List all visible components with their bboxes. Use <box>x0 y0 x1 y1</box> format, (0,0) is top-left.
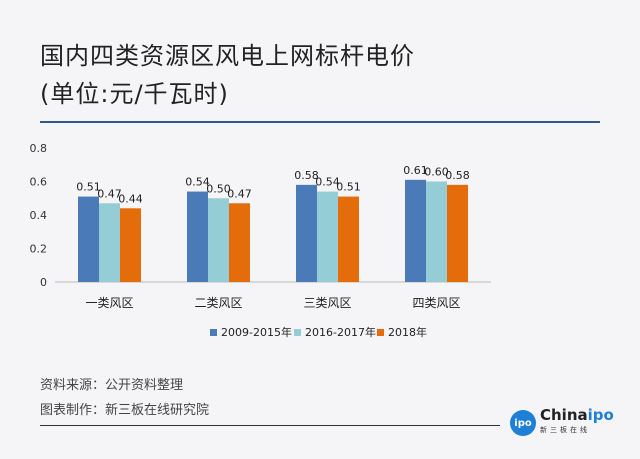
legend-swatch <box>377 329 384 336</box>
bar <box>447 184 468 282</box>
bar <box>338 196 359 282</box>
bar <box>120 208 141 282</box>
x-category-label: 二类风区 <box>194 296 242 310</box>
y-tick-label: 0 <box>40 276 47 289</box>
chinaipo-logo: ipo Chinaipo 新三板在线 <box>510 408 614 438</box>
data-label: 0.60 <box>424 166 449 179</box>
bar <box>426 181 447 282</box>
bar <box>317 191 338 282</box>
chart-title: 国内四类资源区风电上网标杆电价 <box>40 42 415 70</box>
legend-swatch <box>294 329 301 336</box>
logo-subtext: 新三板在线 <box>540 426 590 434</box>
x-category-label: 一类风区 <box>85 296 133 310</box>
data-label: 0.51 <box>336 181 361 194</box>
x-category-label: 三类风区 <box>303 296 351 310</box>
data-label: 0.44 <box>118 192 143 205</box>
bar <box>296 184 317 282</box>
title-divider <box>40 121 600 123</box>
y-tick-label: 0.2 <box>30 243 48 256</box>
data-label: 0.47 <box>227 187 252 200</box>
legend-label: 2016-2017年 <box>305 325 376 339</box>
data-label: 0.51 <box>76 181 101 194</box>
legend-label: 2009-2015年 <box>221 325 292 339</box>
logo-badge-icon: ipo <box>510 410 536 436</box>
bar <box>78 196 99 282</box>
data-label: 0.58 <box>445 169 470 182</box>
maker-note: 图表制作：新三板在线研究院 <box>40 403 210 418</box>
data-label: 0.54 <box>185 176 210 189</box>
bar <box>229 203 250 282</box>
footer-divider <box>40 425 500 426</box>
y-tick-label: 0.6 <box>30 176 48 189</box>
y-tick-label: 0.4 <box>30 209 48 222</box>
legend-label: 2018年 <box>388 325 427 339</box>
chart-subtitle: (单位:元/千瓦时) <box>40 80 229 108</box>
legend-swatch <box>210 329 217 336</box>
y-tick-label: 0.8 <box>30 142 48 155</box>
bar <box>405 179 426 282</box>
data-label: 0.47 <box>97 187 122 200</box>
data-label: 0.54 <box>315 176 340 189</box>
bar <box>99 203 120 282</box>
bar <box>187 191 208 282</box>
bar <box>208 198 229 282</box>
data-label: 0.58 <box>294 169 319 182</box>
data-label: 0.50 <box>206 182 231 195</box>
x-category-label: 四类风区 <box>412 296 460 310</box>
source-note: 资料来源：公开资料整理 <box>40 378 184 393</box>
data-label: 0.61 <box>403 164 428 177</box>
